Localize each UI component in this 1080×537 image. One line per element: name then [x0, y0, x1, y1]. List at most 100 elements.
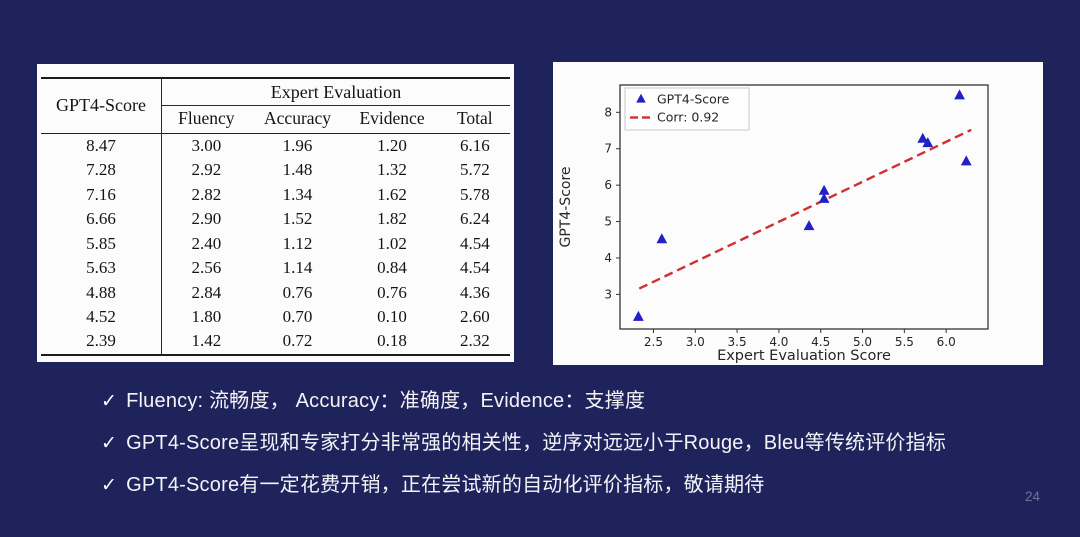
table-cell: 2.84 — [191, 282, 222, 302]
score-table-panel: GPT4-Score Expert Evaluation Fluency Acc… — [37, 64, 514, 362]
legend-label-corr: Corr: 0.92 — [657, 110, 719, 125]
table-cell: 0.84 — [377, 258, 407, 278]
bullet-list: ✓ Fluency: 流畅度， Accuracy：准确度，Evidence：支撑… — [101, 384, 946, 497]
axes-frame — [619, 84, 989, 330]
table-cell: 3.00 — [191, 136, 222, 156]
table-header-total: Total — [439, 105, 510, 134]
table-cell: 5.78 — [459, 184, 490, 204]
y-tick-label: 5 — [604, 215, 612, 229]
table-cell: 1.82 — [377, 209, 407, 229]
table-cell: 7.28 — [41, 158, 163, 183]
table-cell: 0.72 — [282, 331, 313, 351]
table-row: 2.39 1.42 0.72 0.18 2.32 — [41, 329, 510, 355]
x-tick-label: 4.0 — [769, 335, 788, 349]
table-header-fluency: Fluency — [161, 105, 251, 134]
table-cell: 1.32 — [377, 160, 407, 180]
table-cell: 1.80 — [191, 307, 222, 327]
x-tick-label: 3.5 — [728, 335, 747, 349]
table-cell: 4.88 — [41, 280, 163, 305]
x-tick-label: 2.5 — [644, 335, 663, 349]
table-cell: 1.48 — [282, 160, 313, 180]
y-axis-label: GPT4-Score — [558, 166, 574, 247]
table-cell: 4.36 — [459, 282, 490, 302]
data-point-triangle — [917, 132, 929, 143]
table-header-accuracy: Accuracy — [250, 105, 345, 134]
x-tick-label: 4.5 — [811, 335, 830, 349]
table-cell: 6.24 — [459, 209, 490, 229]
table-cell: 2.92 — [191, 160, 222, 180]
x-tick-label: 5.5 — [895, 335, 914, 349]
data-point-triangle — [803, 220, 815, 231]
x-tick-label: 6.0 — [937, 335, 956, 349]
table-cell: 4.52 — [41, 304, 163, 330]
x-tick-label: 5.0 — [853, 335, 872, 349]
y-tick-label: 6 — [604, 178, 612, 192]
table-cell: 5.72 — [459, 160, 490, 180]
bullet-item: ✓ Fluency: 流畅度， Accuracy：准确度，Evidence：支撑… — [101, 384, 946, 413]
legend-triangle-icon — [636, 93, 646, 103]
table-cell: 0.76 — [377, 282, 407, 302]
bullet-text: GPT4-Score呈现和专家打分非常强的相关性，逆序对远远小于Rouge，Bl… — [126, 432, 947, 454]
data-point-triangle — [954, 89, 965, 100]
check-icon: ✓ — [101, 475, 118, 496]
table-row: 7.28 2.92 1.48 1.32 5.72 — [41, 158, 510, 183]
check-icon: ✓ — [101, 433, 118, 454]
y-tick-label: 7 — [604, 142, 612, 156]
legend-box — [624, 87, 750, 131]
table-cell: 2.32 — [459, 331, 490, 351]
table-cell: 0.10 — [377, 307, 407, 327]
bullet-text: GPT4-Score有一定花费开销，正在尝试新的自动化评价指标，敬请期待 — [126, 474, 765, 496]
bullet-item: ✓ GPT4-Score有一定花费开销，正在尝试新的自动化评价指标，敬请期待 — [101, 468, 946, 497]
table-cell: 6.16 — [459, 136, 490, 156]
legend-label-gpt4-score: GPT4-Score — [657, 92, 730, 107]
table-cell: 1.12 — [282, 233, 313, 253]
data-point-triangle — [960, 155, 972, 166]
table-header-evidence: Evidence — [344, 105, 440, 134]
table-row: 5.63 2.56 1.14 0.84 4.54 — [41, 255, 510, 281]
table-cell: 0.18 — [377, 331, 407, 351]
table-cell: 1.20 — [377, 136, 407, 156]
table-cell: 1.96 — [282, 136, 313, 156]
table-cell: 1.42 — [191, 331, 222, 351]
score-table: GPT4-Score Expert Evaluation Fluency Acc… — [41, 77, 510, 356]
data-point-triangle — [922, 137, 934, 148]
table-cell: 2.60 — [459, 307, 490, 327]
table-cell: 2.39 — [41, 329, 163, 355]
table-cell: 8.47 — [41, 133, 163, 159]
table-cell: 2.40 — [191, 233, 222, 253]
table-row: 5.85 2.40 1.12 1.02 4.54 — [41, 231, 510, 256]
data-point-triangle — [818, 192, 830, 203]
table-cell: 1.34 — [282, 184, 313, 204]
table-cell: 4.54 — [459, 258, 490, 278]
page-number: 24 — [1024, 489, 1040, 504]
table-cell: 0.76 — [282, 282, 313, 302]
table-cell: 0.70 — [282, 307, 313, 327]
check-icon: ✓ — [101, 391, 118, 412]
y-tick-label: 3 — [604, 287, 612, 301]
table-cell: 2.82 — [191, 184, 222, 204]
table-cell: 1.62 — [377, 184, 407, 204]
data-point-triangle — [818, 184, 830, 195]
table-row: 4.52 1.80 0.70 0.10 2.60 — [41, 304, 510, 330]
table-cell: 7.16 — [41, 182, 163, 208]
table-cell: 1.52 — [282, 209, 313, 229]
table-header-expert-evaluation: Expert Evaluation — [161, 78, 510, 107]
scatter-plot: 2.5 3.0 3.5 4.0 4.5 5.0 5.5 6.0 3 4 5 6 7 8 Expert Eva… — [558, 84, 989, 364]
y-tick-label: 8 — [604, 105, 612, 119]
table-cell: 1.02 — [377, 233, 407, 253]
bullet-text: Fluency: 流畅度， Accuracy：准确度，Evidence：支撑度 — [126, 390, 646, 412]
table-row: 4.88 2.84 0.76 0.76 4.36 — [41, 280, 510, 305]
table-header-gpt4-score: GPT4-Score — [41, 78, 163, 134]
table-row: 8.47 3.00 1.96 1.20 6.16 — [41, 133, 510, 159]
table-row: 6.66 2.90 1.52 1.82 6.24 — [41, 207, 510, 232]
y-tick-label: 4 — [604, 251, 612, 265]
table-row: 7.16 2.82 1.34 1.62 5.78 — [41, 182, 510, 208]
table-cell: 5.85 — [41, 231, 163, 256]
bullet-item: ✓ GPT4-Score呈现和专家打分非常强的相关性，逆序对远远小于Rouge，… — [101, 426, 946, 455]
table-body: 8.47 3.00 1.96 1.20 6.16 7.28 2.92 1.48 1.32 5.72… — [41, 133, 510, 355]
table-cell: 2.56 — [191, 258, 222, 278]
data-point-triangle — [656, 233, 668, 244]
table-cell: 1.14 — [282, 258, 313, 278]
fit-line — [638, 128, 972, 290]
